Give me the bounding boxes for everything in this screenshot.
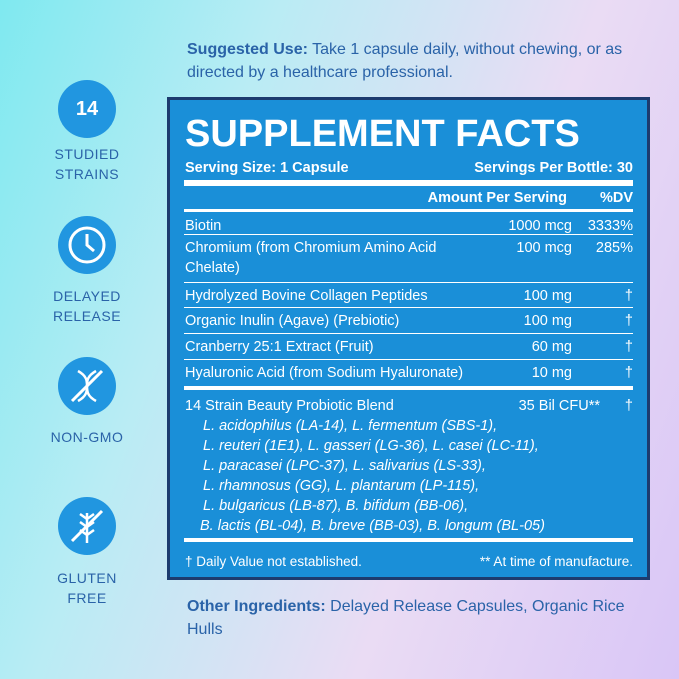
line: STUDIED bbox=[54, 146, 120, 162]
nutrient-dv: † bbox=[624, 288, 633, 304]
line: STRAINS bbox=[54, 166, 120, 182]
line: NON-GMO bbox=[50, 429, 124, 445]
strain-line: L. reuteri (1E1), L. gasseri (LG-36), L.… bbox=[203, 438, 539, 454]
rule bbox=[184, 359, 633, 360]
nutrient-name: Hydrolyzed Bovine Collagen Peptides bbox=[185, 288, 428, 304]
badge-label: GLUTEN FREE bbox=[30, 568, 144, 608]
wheat-icon bbox=[70, 509, 104, 543]
footnote: † Daily Value not established. bbox=[185, 554, 362, 569]
nutrient-name: Cranberry 25:1 Extract (Fruit) bbox=[185, 339, 374, 355]
rule bbox=[184, 307, 633, 308]
facts-title: SUPPLEMENT FACTS bbox=[185, 113, 580, 155]
other-ingredients: Other Ingredients: Delayed Release Capsu… bbox=[187, 595, 657, 641]
nutrient-amount: 60 mg bbox=[531, 339, 572, 355]
footnote: ** At time of manufacture. bbox=[479, 554, 633, 569]
label: Other Ingredients: bbox=[187, 598, 326, 615]
nutrient-name: Organic Inulin (Agave) (Prebiotic) bbox=[185, 313, 400, 329]
blend-dv: † bbox=[624, 398, 633, 414]
label: Suggested Use: bbox=[187, 41, 308, 58]
dna-icon bbox=[70, 369, 104, 403]
rule bbox=[184, 386, 633, 390]
strain-line: L. paracasei (LPC-37), L. salivarius (LS… bbox=[203, 458, 486, 474]
blend-name: 14 Strain Beauty Probiotic Blend bbox=[185, 398, 394, 414]
nutrient-amount: 100 mg bbox=[523, 288, 572, 304]
nutrient-amount: 100 mcg bbox=[516, 240, 572, 256]
text: Delayed Release Capsules, Organic Rice H… bbox=[187, 598, 625, 638]
badge-label: DELAYED RELEASE bbox=[30, 286, 144, 326]
line: DELAYED bbox=[53, 288, 121, 304]
serving-size: Serving Size: 1 Capsule bbox=[185, 160, 349, 176]
nutrient-name: Hyaluronic Acid (from Sodium Hyaluronate… bbox=[185, 365, 464, 381]
badge-label: STUDIED STRAINS bbox=[30, 144, 144, 184]
rule bbox=[184, 538, 633, 542]
strain-line: B. lactis (BL-04), B. breve (BB-03), B. … bbox=[200, 518, 545, 534]
text: Take 1 capsule daily, without chewing, o… bbox=[187, 41, 623, 81]
header: %DV bbox=[599, 190, 633, 206]
rule bbox=[184, 234, 633, 235]
nutrient-dv: 3333% bbox=[587, 218, 633, 234]
nutrient-dv: † bbox=[624, 365, 633, 381]
badge-circle bbox=[58, 80, 116, 138]
rule bbox=[184, 209, 633, 212]
rule bbox=[184, 333, 633, 334]
nutrient-name: Chromium (from Chromium Amino Acid Chela… bbox=[185, 240, 437, 276]
rule bbox=[184, 282, 633, 283]
nutrient-dv: † bbox=[624, 339, 633, 355]
servings-per-bottle: Servings Per Bottle: 30 bbox=[474, 160, 633, 176]
line: RELEASE bbox=[52, 308, 122, 324]
blend-amount: 35 Bil CFU** bbox=[518, 398, 600, 414]
badge-number: 14 bbox=[75, 98, 99, 120]
line: FREE bbox=[67, 590, 107, 606]
line: GLUTEN bbox=[57, 570, 117, 586]
nutrient-amount: 100 mg bbox=[523, 313, 572, 329]
clock-icon bbox=[68, 226, 106, 264]
badge-label: NON-GMO bbox=[30, 427, 144, 447]
suggested-use: Suggested Use: Take 1 capsule daily, wit… bbox=[187, 38, 657, 84]
nutrient-dv: † bbox=[624, 313, 633, 329]
nutrient-amount: 1000 mcg bbox=[508, 218, 572, 234]
strain-line: L. rhamnosus (GG), L. plantarum (LP-115)… bbox=[203, 478, 480, 494]
nutrient-name: Biotin bbox=[185, 218, 222, 234]
header: Amount Per Serving bbox=[427, 190, 567, 206]
strain-line: L. bulgaricus (LB-87), B. bifidum (BB-06… bbox=[203, 498, 469, 514]
nutrient-dv: 285% bbox=[595, 240, 633, 256]
strain-line: L. acidophilus (LA-14), L. fermentum (SB… bbox=[203, 418, 498, 434]
rule bbox=[184, 180, 633, 186]
nutrient-amount: 10 mg bbox=[531, 365, 572, 381]
facts-panel: SUPPLEMENT FACTS Serving Size: 1 Capsule… bbox=[167, 97, 650, 580]
